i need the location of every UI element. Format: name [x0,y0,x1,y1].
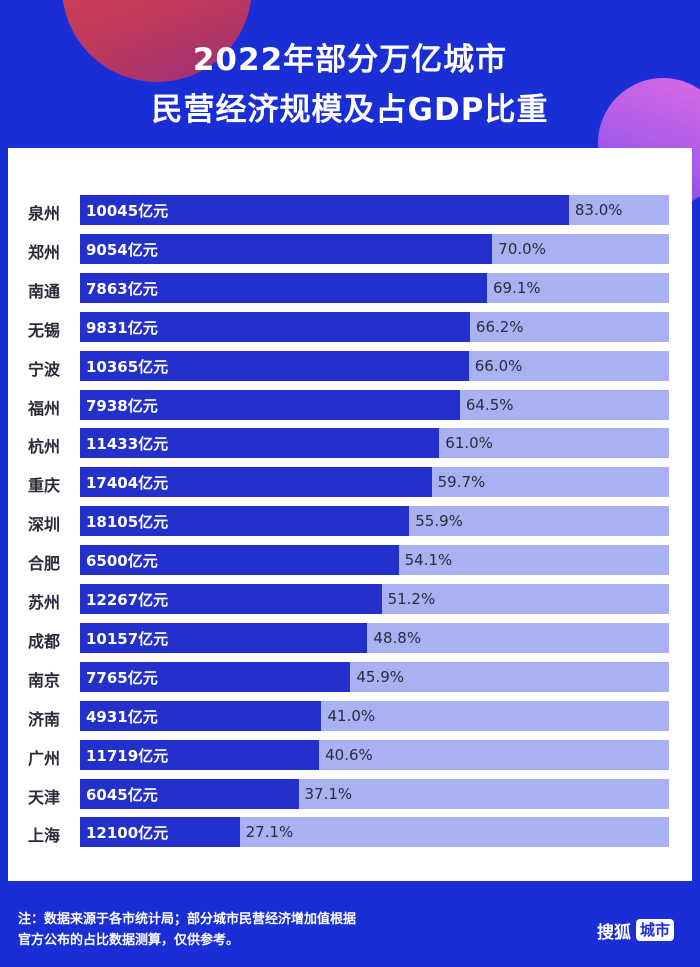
percent-label: 37.1% [304,784,353,803]
data-bar [80,311,470,342]
percent-label: 55.9% [415,512,463,531]
data-bar [80,622,368,653]
data-bar [80,817,240,848]
category-label: 南京 [27,670,60,690]
bar-value-label: 7938亿元 [86,396,158,415]
category-label: 重庆 [27,476,60,496]
category-label: 南通 [27,281,60,301]
category-label: 上海 [27,826,60,846]
data-bar [80,350,469,381]
brand-tag: 城市 [636,919,675,941]
category-label: 济南 [27,709,60,729]
bar-value-label: 10045亿元 [86,202,169,220]
category-label: 天津 [27,787,60,807]
data-bar [80,467,432,498]
bar-value-label: 12100亿元 [86,824,169,843]
percent-label: 51.2% [387,590,436,608]
category-label: 宁波 [27,359,60,379]
bar-value-label: 11719亿元 [86,746,169,765]
percent-label: 48.8% [373,628,422,647]
category-label: 深圳 [27,515,60,535]
percent-label: 59.7% [437,473,486,492]
category-label: 郑州 [27,242,60,262]
bar-value-label: 7863亿元 [86,279,158,298]
data-bar [80,700,322,731]
percent-label: 27.1% [245,823,294,842]
bar-value-label: 6045亿元 [86,785,158,804]
category-label: 苏州 [27,593,60,612]
source-note-line-1: 注：数据来源于各市统计局；部分城市民营经济增加值根据 [18,912,357,927]
chart-title-line-2: 民营经济规模及占GDP比重 [151,92,549,128]
percent-label: 61.0% [445,434,493,453]
category-label: 无锡 [27,320,60,340]
chart-card: 泉州 10045亿元 83.0% 郑州 9054亿元 70.0% 南通 7863亿元 69.1%… [8,148,692,881]
percent-label: 70.0% [498,239,546,258]
percent-label: 41.0% [327,706,376,725]
source-note-line-2: 官方公布的占比数据测算，仅供参考。 [18,933,240,948]
data-bar [80,233,493,264]
bar-value-label: 10157亿元 [86,629,169,648]
category-label: 成都 [27,631,60,651]
bar-value-label: 11433亿元 [86,435,169,454]
data-bar [80,584,382,614]
data-bar [80,272,487,303]
category-label: 福州 [27,398,60,418]
bar-value-label: 4931亿元 [86,707,158,726]
bar-value-label: 6500亿元 [86,552,158,571]
bar-value-label: 9831亿元 [86,318,158,337]
data-bar [80,506,410,537]
bar-value-label: 7765亿元 [86,668,158,687]
chart-title-line-1: 2022年部分万亿城市 [192,42,508,78]
category-label: 广州 [27,748,60,768]
bar-value-label: 17404亿元 [86,474,169,493]
data-bar [80,778,299,809]
percent-label: 69.1% [492,278,541,297]
percent-label: 66.0% [474,356,523,375]
bar-value-label: 10365亿元 [86,357,169,376]
brand-logo: 搜狐 城市 [597,918,675,943]
bar-value-label: 12267亿元 [86,591,169,609]
category-label: 杭州 [27,437,60,457]
percent-label: 64.5% [465,395,514,414]
data-bar [80,661,351,692]
percent-label: 40.6% [325,745,373,764]
bar-value-label: 18105亿元 [86,513,169,532]
percent-label: 66.2% [475,317,524,336]
data-bar [80,389,460,420]
category-label: 合肥 [27,554,60,574]
category-label: 泉州 [27,204,60,223]
brand-name: 搜狐 [597,922,631,943]
bar-value-label: 9054亿元 [86,240,158,259]
data-bar [80,428,440,459]
data-bar [80,739,320,770]
data-bar [80,545,399,576]
percent-label: 54.1% [404,551,453,570]
percent-label: 83.0% [574,201,623,219]
percent-label: 45.9% [356,667,404,686]
data-bar [80,195,569,225]
